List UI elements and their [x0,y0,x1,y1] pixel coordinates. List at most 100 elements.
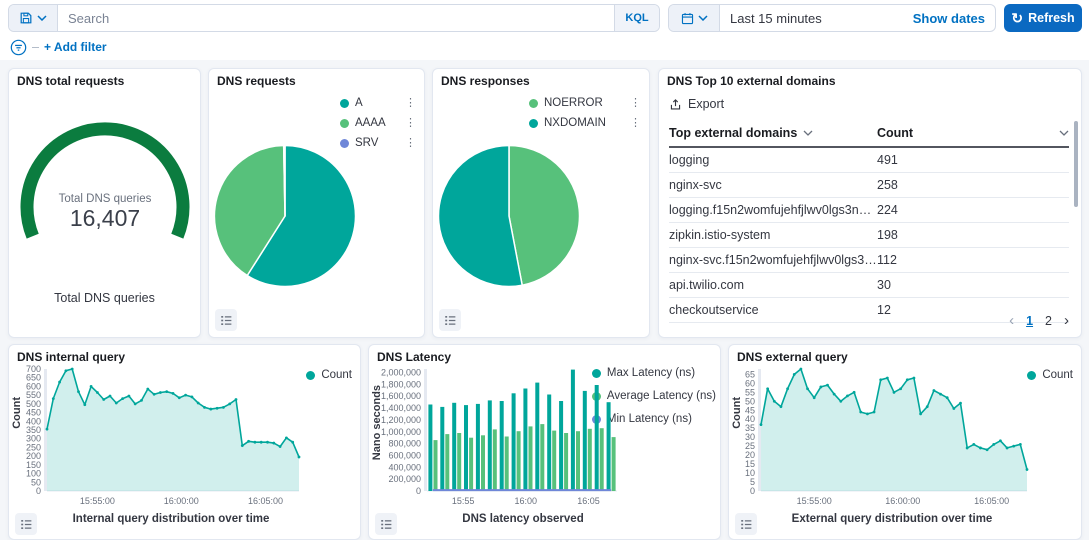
time-range-value[interactable]: Last 15 minutes [720,5,913,31]
svg-text:10: 10 [745,468,755,478]
legend-label[interactable]: AAAA [355,117,386,129]
svg-text:400: 400 [26,416,41,426]
export-label: Export [688,97,724,111]
legend-label[interactable]: NOERROR [544,97,603,109]
legend-ellipsis-icon[interactable]: ⋮ [405,99,416,108]
domain-cell: zipkin.istio-system [669,228,770,242]
show-dates-button[interactable]: Show dates [913,5,995,31]
gauge-center-label: Total DNS queries [59,193,152,205]
export-button[interactable]: Export [669,97,724,111]
count-cell: 198 [877,228,898,242]
legend-ellipsis-icon[interactable]: ⋮ [405,139,416,148]
legend-dot [340,99,349,108]
gauge-value: 16,407 [70,205,140,231]
svg-text:65: 65 [745,369,755,379]
legend-toggle-button[interactable] [735,513,757,535]
legend-ellipsis-icon[interactable]: ⋮ [405,119,416,128]
svg-text:600,000: 600,000 [388,450,421,460]
svg-text:200,000: 200,000 [388,474,421,484]
gauge-bottom-label: Total DNS queries [9,291,200,305]
legend-item[interactable]: AAAA ⋮ [340,113,416,133]
legend-toggle-button[interactable] [439,309,461,331]
svg-text:1,000,000: 1,000,000 [381,427,421,437]
table-scrollbar[interactable] [1074,121,1078,207]
table-pagination: ‹ 12 › [1009,312,1069,329]
goal-gauge-chart: Total DNS queries 16,407 [12,95,198,285]
svg-text:15:55:00: 15:55:00 [80,496,115,506]
legend-item[interactable]: Count [306,365,352,385]
x-axis-title: Internal query distribution over time [45,513,297,525]
list-icon [380,518,393,531]
table-row: api.twilio.com30 [669,273,1069,298]
filter-divider [32,47,39,48]
refresh-button[interactable]: ↻ Refresh [1004,4,1082,32]
filter-icon[interactable] [10,39,27,56]
panel-dns-external-query: DNS external query Count Count 051015202… [728,344,1082,540]
svg-text:250: 250 [26,442,41,452]
search-input[interactable] [58,5,614,31]
chevron-down-icon [1059,130,1069,136]
pagination-page-1[interactable]: 1 [1026,314,1033,328]
legend-ellipsis-icon[interactable]: ⋮ [630,119,641,128]
kibana-dashboard: KQL Last 15 minutes Show dates ↻ Refresh [0,0,1089,540]
svg-text:16:05: 16:05 [577,496,600,506]
legend-dot [529,119,538,128]
svg-text:650: 650 [26,373,41,383]
legend-toggle-button[interactable] [15,513,37,535]
pagination-next-icon[interactable]: › [1064,312,1069,329]
svg-text:800,000: 800,000 [388,439,421,449]
panel-title[interactable]: DNS total requests [17,74,124,88]
legend-toggle-button[interactable] [215,309,237,331]
legend-item[interactable]: NOERROR ⋮ [529,93,641,113]
svg-text:1,400,000: 1,400,000 [381,403,421,413]
column-header-count[interactable]: Count [877,126,1069,140]
legend-label[interactable]: NXDOMAIN [544,117,606,129]
count-cell: 112 [877,253,897,267]
svg-text:5: 5 [750,477,755,487]
legend-item[interactable]: NXDOMAIN ⋮ [529,113,641,133]
legend-ellipsis-icon[interactable]: ⋮ [630,99,641,108]
legend-toggle-button[interactable] [375,513,397,535]
panel-dns-requests: DNS requests A⋮AAAA⋮SRV⋮ [208,68,425,338]
svg-text:30: 30 [745,432,755,442]
legend-dot [340,119,349,128]
table-row: nginx-svc258 [669,173,1069,198]
legend-label[interactable]: A [355,97,363,109]
legend-label[interactable]: Average Latency (ns) [607,390,716,402]
legend-label[interactable]: SRV [355,137,378,149]
table-row: zipkin.istio-system 198 [669,223,1069,248]
legend-label[interactable]: Count [1042,369,1073,381]
panel-title[interactable]: DNS responses [441,74,530,88]
svg-text:50: 50 [745,396,755,406]
svg-text:50: 50 [31,477,41,487]
kql-button[interactable]: KQL [614,5,659,31]
svg-text:60: 60 [745,378,755,388]
svg-text:100: 100 [26,469,41,479]
svg-text:0: 0 [36,486,41,496]
domain-cell: checkoutservice [669,303,759,317]
legend-item[interactable]: A⋮ [340,93,416,113]
panel-title[interactable]: DNS Top 10 external domains [667,74,836,88]
date-quick-select-button[interactable] [669,5,720,31]
responses-pie-legend: NOERROR ⋮ NXDOMAIN ⋮ [529,93,641,133]
svg-text:1,800,000: 1,800,000 [381,379,421,389]
svg-text:150: 150 [26,460,41,470]
pagination-page-2[interactable]: 2 [1045,314,1052,328]
table-row: nginx-svc.f15n2womfujehfjlwv0lgs3no...11… [669,248,1069,273]
add-filter-button[interactable]: + Add filter [44,40,107,54]
saved-query-menu-button[interactable] [9,5,58,31]
filter-bar: + Add filter [10,37,107,57]
svg-text:500: 500 [26,399,41,409]
svg-text:15: 15 [745,459,755,469]
panel-dns-responses: DNS responses NOERROR ⋮ NXDOMAIN ⋮ [432,68,650,338]
svg-text:16:05:00: 16:05:00 [248,496,283,506]
pagination-prev-icon[interactable]: ‹ [1009,312,1014,329]
domain-cell: nginx-svc.f15n2womfujehfjlwv0lgs3no... [669,253,877,267]
count-cell: 491 [877,153,898,167]
column-header-domains[interactable]: Top external domains [669,126,877,140]
panel-dns-internal-query: DNS internal query Count Count 050100150… [8,344,361,540]
domain-cell: api.twilio.com [669,278,744,292]
panel-title[interactable]: DNS requests [217,74,296,88]
legend-label[interactable]: Count [321,369,352,381]
legend-item[interactable]: Count [1027,365,1073,385]
